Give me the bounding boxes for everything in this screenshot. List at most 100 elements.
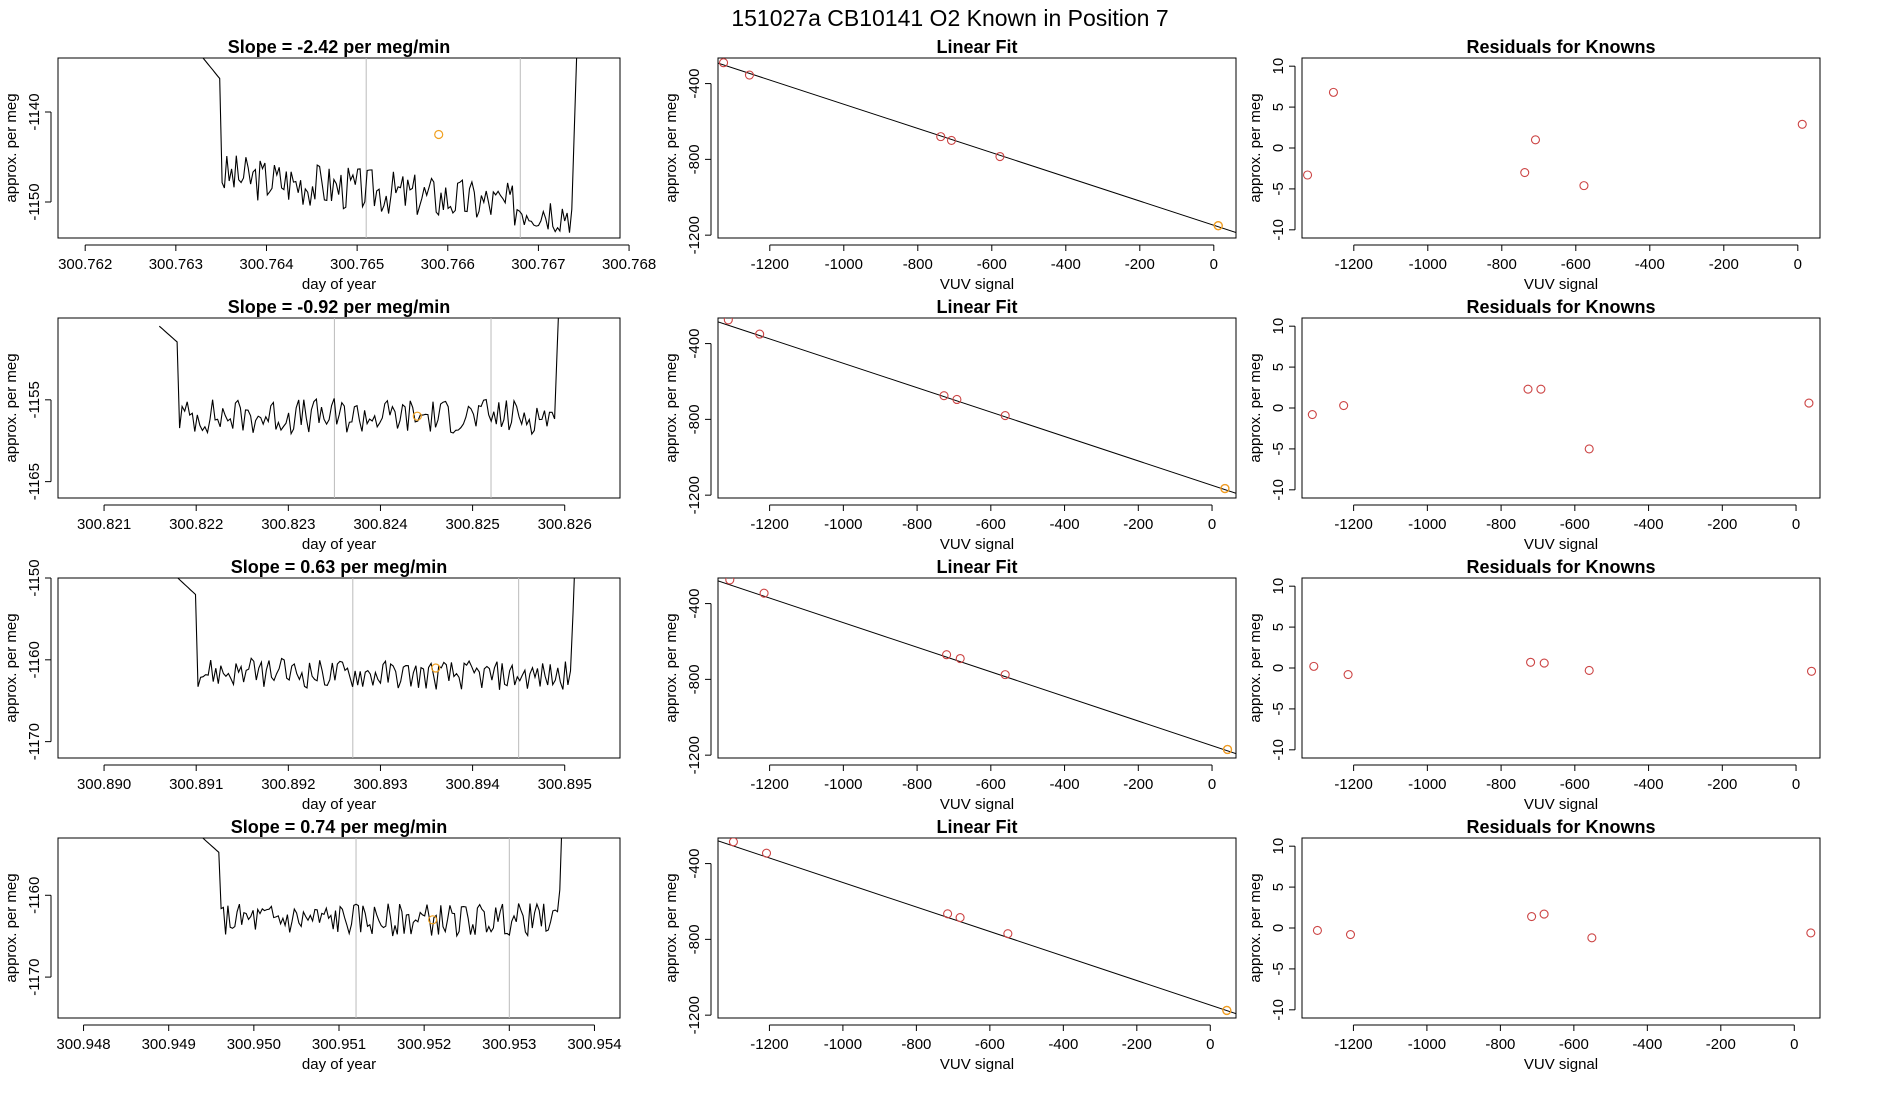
data-point	[1328, 87, 1338, 97]
y-tick-label: -1140	[26, 93, 43, 130]
x-tick-label: -600	[1561, 256, 1591, 273]
plot-frame	[717, 577, 1237, 759]
y-tick-label: -5	[1270, 182, 1287, 195]
panel-r1-c2: Residuals for Knowns-1200 -1000 -800 -600 -4…	[1247, 297, 1821, 553]
x-axis-label: day of year	[302, 536, 376, 553]
y-tick-label: -400	[686, 589, 703, 619]
x-axis-label: VUV signal	[1524, 1056, 1598, 1073]
x-tick-label: -200	[1123, 516, 1153, 533]
x-tick-label: -800	[902, 776, 932, 793]
x-axis-label: VUV signal	[940, 1056, 1014, 1073]
x-tick-label: -600	[1559, 1036, 1589, 1053]
highlight-point	[1222, 1005, 1232, 1016]
highlight-point	[412, 411, 422, 421]
data-point	[1584, 665, 1594, 676]
x-tick-label: -800	[1485, 1036, 1515, 1053]
x-axis-label: VUV signal	[1524, 276, 1598, 293]
x-tick-label: -1000	[1409, 256, 1447, 273]
y-tick-label: 5	[1270, 363, 1287, 371]
x-axis-label: VUV signal	[1524, 536, 1598, 553]
y-tick-label: -1160	[26, 641, 43, 678]
plot-frame	[717, 317, 1237, 499]
y-tick-label: 10	[1270, 578, 1287, 595]
data-point	[1520, 167, 1530, 178]
x-tick-label: 300.762	[58, 256, 112, 273]
highlight-point	[434, 129, 444, 140]
data-point	[1797, 119, 1807, 129]
y-tick-label: 10	[1270, 838, 1287, 855]
x-tick-label: 300.894	[445, 776, 499, 793]
panel-title: Slope = -0.92 per meg/min	[228, 297, 451, 317]
x-tick-label: -200	[1706, 1036, 1736, 1053]
y-tick-label: -10	[1270, 479, 1287, 501]
y-tick-label: -5	[1270, 962, 1287, 975]
data-point	[761, 848, 772, 858]
x-axis-label: day of year	[302, 1056, 376, 1073]
data-point	[759, 588, 769, 598]
plot-area	[718, 318, 1236, 494]
x-tick-label: 300.765	[330, 256, 384, 273]
data-point	[1000, 670, 1010, 680]
data-point	[725, 578, 735, 585]
fit-line	[718, 840, 1236, 1015]
x-tick-label: 300.768	[602, 256, 656, 273]
plot-area	[158, 318, 559, 498]
plot-frame	[717, 837, 1237, 1019]
x-tick-label: 300.764	[239, 256, 293, 273]
y-axis-label: approx. per meg	[3, 353, 20, 462]
x-tick-label: 300.763	[149, 256, 203, 273]
y-axis-label: approx. per meg	[663, 873, 680, 982]
y-tick-label: 0	[1270, 924, 1287, 932]
panel-grid: Slope = -2.42 per meg/min 300.762 300.763 3…	[3, 37, 1821, 1073]
x-tick-label: -800	[902, 516, 932, 533]
y-axis-label: approx. per meg	[663, 353, 680, 462]
panel-r2-c0: Slope = 0.63 per meg/min 300.890 300.891 30…	[3, 557, 621, 813]
data-point	[1000, 411, 1010, 421]
x-tick-label: 0	[1792, 776, 1800, 793]
x-tick-label: -800	[1486, 516, 1516, 533]
x-tick-label: 300.822	[169, 516, 223, 533]
data-point	[942, 650, 952, 660]
x-tick-label: -1000	[824, 516, 862, 533]
x-tick-label: -600	[976, 516, 1006, 533]
x-tick-label: -200	[1707, 776, 1737, 793]
y-tick-label: -1200	[686, 996, 703, 1034]
highlight-point	[1220, 483, 1230, 494]
y-axis-label: approx. per meg	[3, 93, 20, 202]
x-tick-label: 300.891	[169, 776, 223, 793]
x-tick-label: -600	[1560, 776, 1590, 793]
figure-title: 151027a CB10141 O2 Known in Position 7	[731, 5, 1168, 31]
panel-r3-c2: Residuals for Knowns-1200 -1000 -800 -600 -4…	[1247, 817, 1821, 1073]
x-tick-label: 300.954	[567, 1036, 621, 1053]
x-tick-label: -600	[976, 776, 1006, 793]
signal-trace	[202, 58, 578, 233]
x-tick-label: -200	[1123, 776, 1153, 793]
x-tick-label: -1200	[751, 256, 789, 273]
panel-title: Residuals for Knowns	[1466, 37, 1655, 57]
x-tick-label: 0	[1206, 1036, 1214, 1053]
y-axis-label: approx. per meg	[663, 613, 680, 722]
x-tick-label: -1000	[1408, 516, 1446, 533]
data-point	[723, 318, 733, 325]
data-point	[1339, 400, 1349, 411]
x-tick-label: -1200	[750, 776, 788, 793]
signal-trace	[158, 318, 559, 436]
panel-title: Slope = 0.63 per meg/min	[231, 557, 448, 577]
y-tick-label: -1170	[26, 723, 43, 760]
fit-line	[718, 62, 1236, 233]
panel-r0-c2: Residuals for Knowns-1200 -1000 -800 -600 -4…	[1247, 37, 1821, 293]
panel-title: Residuals for Knowns	[1466, 817, 1655, 837]
panel-r2-c1: Linear Fit -1200 -1000 -800 -600 -400 -200 0 VUV…	[663, 557, 1237, 813]
x-tick-label: -400	[1635, 256, 1665, 273]
x-tick-label: -800	[1486, 776, 1516, 793]
x-tick-label: 300.952	[397, 1036, 451, 1053]
x-tick-label: -400	[1632, 1036, 1662, 1053]
x-tick-label: -400	[1634, 516, 1664, 533]
plot-area	[202, 58, 578, 238]
plot-area	[1303, 87, 1807, 191]
x-tick-label: 300.948	[56, 1036, 110, 1053]
y-tick-label: -5	[1270, 702, 1287, 715]
y-axis-label: approx. per meg	[1247, 353, 1264, 462]
x-tick-label: -800	[1487, 256, 1517, 273]
